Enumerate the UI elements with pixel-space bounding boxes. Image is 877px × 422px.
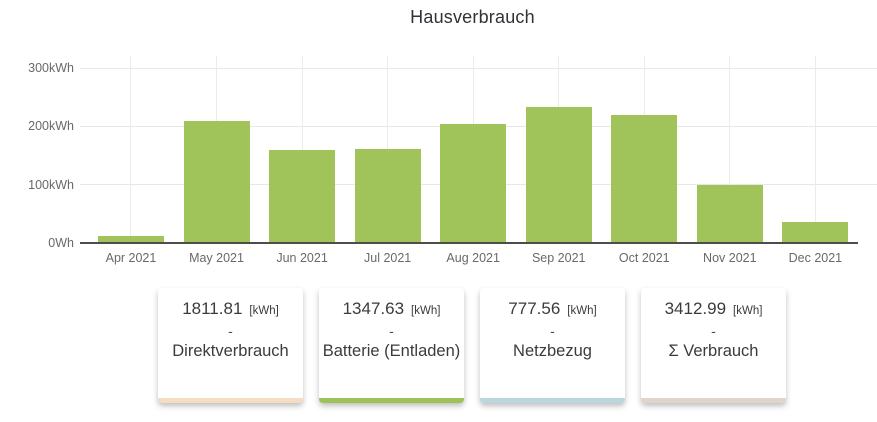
- x-gridline: [130, 56, 132, 243]
- summary-card-2: 1347.63 [kWh] - Batterie (Entladen): [319, 288, 464, 403]
- card-value-row: 1811.81 [kWh]: [158, 298, 303, 322]
- card-value-row: 3412.99 [kWh]: [641, 298, 786, 322]
- card-label: Direktverbrauch: [172, 342, 289, 360]
- y-axis-tick-label: 200kWh: [28, 119, 74, 134]
- card-unit: [kWh]: [249, 305, 279, 317]
- bar-nov-2021[interactable]: [696, 185, 763, 243]
- card-value: 1811.81: [182, 299, 243, 318]
- card-value-row: 777.56 [kWh]: [480, 298, 625, 322]
- x-axis-tick-label: May 2021: [189, 251, 244, 265]
- card-value: 777.56: [508, 299, 561, 318]
- x-axis-tick-label: Dec 2021: [788, 251, 843, 265]
- bar-aug-2021[interactable]: [440, 124, 507, 243]
- bar-oct-2021[interactable]: [611, 115, 678, 243]
- x-gridline: [729, 56, 731, 243]
- card-label: Σ Verbrauch: [668, 342, 759, 360]
- y-axis-tick-label: 0Wh: [48, 236, 74, 250]
- bar-dec-2021[interactable]: [782, 222, 849, 243]
- x-axis-tick-label: Aug 2021: [446, 251, 500, 265]
- y-axis-tick-label: 100kWh: [28, 177, 74, 192]
- x-axis-tick-label: Sep 2021: [531, 251, 586, 265]
- card-separator: -: [550, 323, 555, 339]
- card-label: Netzbezug: [513, 342, 592, 360]
- bar-jul-2021[interactable]: [354, 149, 421, 243]
- chart-title: Hausverbrauch: [410, 7, 535, 27]
- x-gridline: [814, 56, 816, 243]
- x-axis-tick-label: Nov 2021: [703, 251, 757, 265]
- card-value: 3412.99: [664, 299, 727, 318]
- card-label: Batterie (Entladen): [322, 342, 461, 360]
- x-axis-tick-label: Jul 2021: [363, 251, 412, 265]
- y-axis-tick-label: 300kWh: [28, 61, 74, 75]
- x-gridline: [301, 56, 303, 243]
- summary-cards-row: 1811.81 [kWh] - Direktverbrauch 1347.63 [kWh]…: [158, 288, 786, 403]
- summary-card-1: 1811.81 [kWh] - Direktverbrauch: [158, 288, 303, 403]
- bar-jun-2021[interactable]: [269, 149, 336, 243]
- x-axis-tick-label: Oct 2021: [618, 251, 670, 265]
- summary-card-4: 3412.99 [kWh] - Σ Verbrauch: [641, 288, 786, 403]
- y-gridline: [80, 67, 877, 69]
- card-separator: -: [389, 323, 394, 339]
- bar-may-2021[interactable]: [183, 120, 250, 243]
- x-axis-tick-label: Jun 2021: [276, 251, 328, 265]
- summary-card-3: 777.56 [kWh] - Netzbezug: [480, 288, 625, 403]
- x-axis-tick-label: Apr 2021: [105, 251, 157, 265]
- card-unit: [kWh]: [411, 305, 441, 317]
- card-value-row: 1347.63 [kWh]: [319, 298, 464, 322]
- card-separator: -: [711, 323, 716, 339]
- x-axis-line: [80, 242, 858, 244]
- card-separator: -: [228, 323, 233, 339]
- bar-sep-2021[interactable]: [525, 107, 592, 243]
- bar-apr-2021[interactable]: [97, 236, 164, 243]
- card-unit: [kWh]: [567, 305, 597, 317]
- card-unit: [kWh]: [733, 305, 763, 317]
- card-value: 1347.63: [342, 299, 405, 318]
- bar-chart: 300kWh 200kWh 100kWh 0Wh Apr 2021 May 2021 Jun…: [28, 56, 877, 265]
